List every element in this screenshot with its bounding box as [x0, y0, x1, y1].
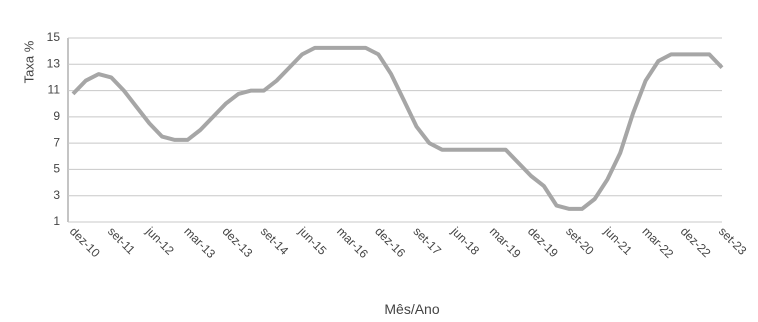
x-tick-label: dez-13: [220, 224, 256, 260]
x-tick-label: jun-12: [143, 224, 177, 258]
y-tick-label: 5: [53, 162, 60, 176]
y-tick-label: 13: [47, 56, 61, 70]
x-tick-label: dez-19: [525, 224, 561, 260]
y-tick-label: 11: [48, 83, 61, 97]
x-axis-title: Mês/Ano: [384, 301, 439, 317]
y-tick-label: 1: [53, 214, 60, 228]
x-tick-label: set-11: [105, 224, 138, 257]
x-tick-label: dez-16: [372, 224, 408, 260]
data-line: [71, 45, 724, 211]
x-tick-label: set-23: [716, 224, 750, 258]
x-tick-label: jun-15: [295, 224, 329, 258]
x-tick-label: mar-19: [487, 224, 524, 261]
y-axis-title: Taxa %: [21, 40, 36, 83]
x-tick-label: set-20: [563, 224, 597, 258]
x-tick-label: mar-13: [181, 224, 218, 261]
x-tick-label: dez-22: [678, 224, 714, 260]
x-tick-label: jun-18: [448, 224, 482, 258]
y-tick-label: 7: [53, 135, 60, 149]
y-tick-label: 15: [47, 30, 61, 44]
x-tick-label: jun-21: [601, 224, 635, 258]
x-tick-label: set-17: [410, 224, 444, 258]
x-tick-label: mar-16: [334, 224, 371, 261]
x-tick-label: dez-10: [67, 224, 103, 260]
y-tick-label: 3: [53, 188, 60, 202]
x-tick-label: set-14: [258, 224, 292, 258]
x-tick-label: mar-22: [640, 224, 677, 261]
y-tick-label: 9: [53, 109, 60, 123]
